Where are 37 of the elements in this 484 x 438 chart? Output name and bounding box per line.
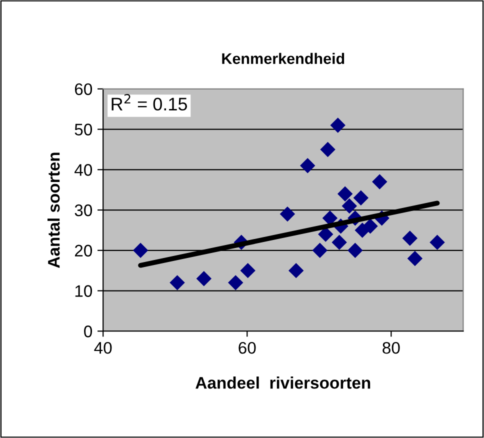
point [330, 118, 346, 133]
x-axis-title: Aandeel riviersoorten [196, 376, 370, 389]
point [132, 242, 148, 258]
point [332, 234, 347, 250]
y-tick-label: 50 [74, 124, 92, 136]
point [320, 142, 336, 158]
point [196, 271, 212, 286]
x-tick-label: 80 [382, 342, 400, 354]
point [407, 250, 423, 266]
x-tick-label: 40 [94, 342, 112, 354]
point [430, 234, 445, 250]
point [362, 218, 378, 234]
point [318, 226, 334, 242]
point [280, 206, 296, 222]
y-tick-label: 20 [74, 244, 92, 257]
point [312, 242, 328, 258]
point [342, 198, 358, 214]
point [288, 262, 304, 278]
y-tick-label: 10 [75, 285, 92, 297]
y-tick-label: 30 [74, 204, 92, 216]
point [337, 186, 353, 202]
x-tick-label: 60 [238, 342, 256, 354]
point [372, 174, 388, 190]
y-tick-label: 60 [74, 83, 92, 96]
annotation: R$^{2}$ = 0.15 [112, 94, 187, 111]
point [353, 190, 369, 206]
y-tick-label: 40 [74, 164, 92, 176]
point [402, 230, 418, 246]
point [300, 158, 316, 174]
point [348, 242, 363, 258]
point [322, 210, 338, 226]
point [240, 262, 256, 278]
y-tick-label: 0 [84, 326, 92, 338]
chart-title: Kenmerkendheid [222, 52, 344, 64]
point [170, 275, 185, 290]
point [228, 275, 244, 290]
y-axis-title: Aantal soorten [47, 152, 60, 268]
